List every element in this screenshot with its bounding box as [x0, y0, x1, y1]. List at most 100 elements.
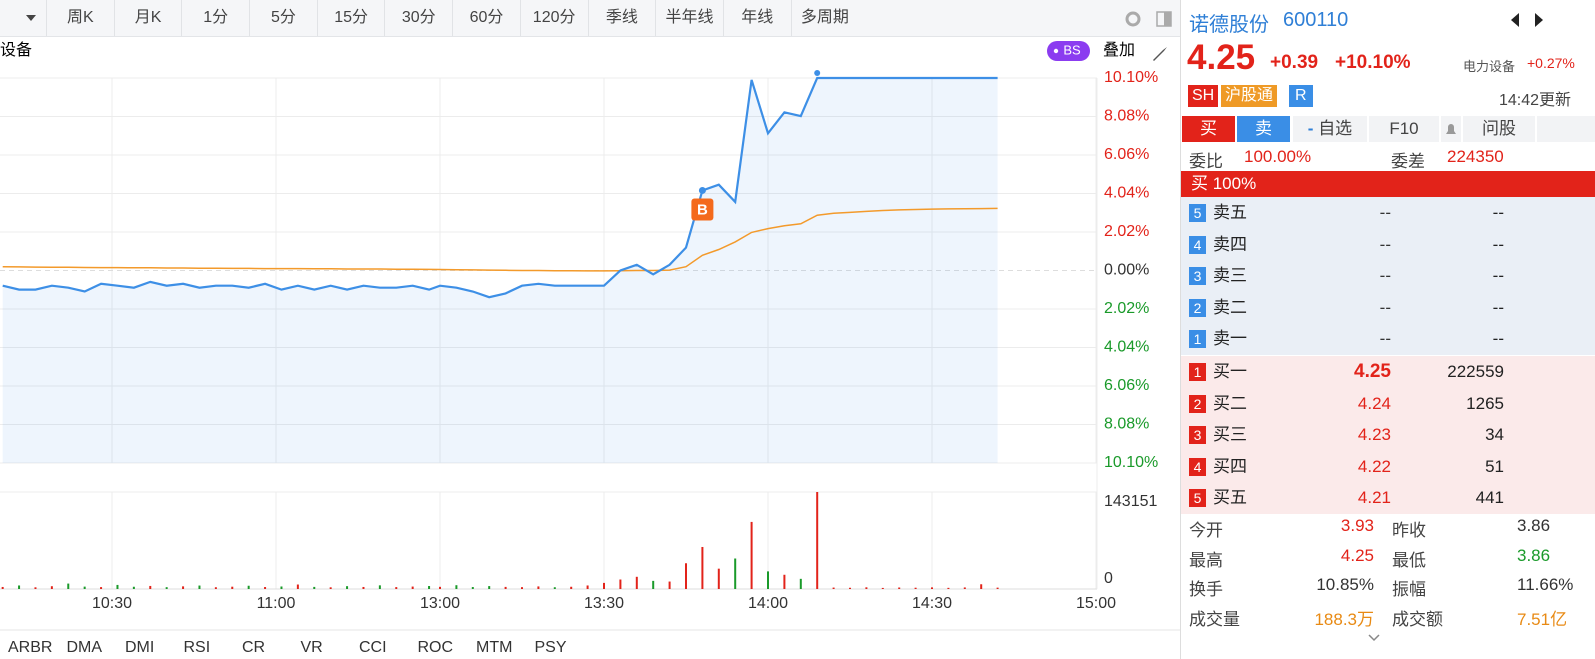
bs-dot: [1053, 48, 1059, 54]
indicator-tab[interactable]: ROC: [418, 639, 454, 656]
stat-value: 10.85%: [1316, 575, 1374, 594]
alert-button[interactable]: [1441, 116, 1461, 142]
level-volume: --: [1492, 329, 1504, 349]
watch-button[interactable]: - 自选: [1293, 116, 1367, 142]
level-label: 买五: [1213, 488, 1247, 508]
y-tick-label: 2.02%: [1104, 300, 1149, 317]
volume-bar: [603, 582, 605, 589]
tab[interactable]: 周K: [46, 0, 114, 36]
volume-bar: [914, 587, 917, 589]
tab[interactable]: 1分: [181, 0, 249, 36]
volume-bar: [231, 586, 234, 589]
price: 4.25: [1187, 38, 1256, 77]
ratio-bar: 买 100%: [1181, 171, 1595, 197]
level-label: 卖一: [1213, 329, 1247, 349]
indicator-tab[interactable]: RSI: [184, 639, 211, 656]
f10-button[interactable]: F10: [1369, 116, 1439, 142]
volume-bar: [1, 586, 4, 589]
ask-row: 5 卖五 -- --: [1181, 197, 1595, 229]
more-button[interactable]: [1537, 116, 1595, 142]
indicator-tab[interactable]: DMA: [67, 639, 103, 656]
bs-badge-text: BS: [1063, 42, 1081, 57]
settings-icons: [1125, 11, 1172, 27]
trade-point: [698, 186, 706, 194]
level-price: --: [1379, 234, 1391, 254]
stat-value: 3.86: [1517, 545, 1551, 565]
tab[interactable]: 120分: [519, 0, 588, 36]
stat-label: 最低: [1392, 550, 1426, 570]
tag: 沪股通: [1221, 85, 1278, 107]
tab[interactable]: 多周期: [790, 0, 859, 36]
dropdown-icon: [26, 15, 36, 21]
level-price: 4.25: [1354, 361, 1391, 382]
volume-bar: [313, 586, 316, 589]
tab[interactable]: 季线: [587, 0, 656, 36]
indicator-tab[interactable]: CCI: [359, 639, 387, 656]
bs-badge[interactable]: [1047, 41, 1090, 61]
volume-bar: [346, 586, 349, 589]
price-area: [2, 78, 998, 463]
indicator-tab[interactable]: VR: [301, 639, 323, 656]
level-volume: --: [1492, 266, 1504, 286]
brush-icon[interactable]: [1153, 47, 1167, 61]
dropdown[interactable]: [0, 0, 46, 36]
stat-label: 成交量: [1189, 609, 1240, 629]
ask-button[interactable]: 问股: [1463, 116, 1535, 142]
tab[interactable]: 年线: [722, 0, 791, 36]
bid-row: 2 买二 4.24 1265: [1181, 387, 1595, 420]
tab[interactable]: 半年线: [655, 0, 723, 36]
bid-row: 1 买一 4.25 222559: [1181, 356, 1595, 388]
level-volume: 34: [1485, 425, 1504, 445]
y-tick-label: 0.00%: [1104, 262, 1149, 279]
volume-bar: [100, 587, 103, 589]
volume-bar: [799, 578, 802, 589]
tab[interactable]: 60分: [452, 0, 520, 36]
tab[interactable]: 15分: [316, 0, 385, 36]
indicator-tab[interactable]: ARBR: [8, 639, 52, 656]
sell-button[interactable]: 卖: [1237, 116, 1290, 142]
volume-bar: [132, 586, 135, 589]
volume-bar: [455, 585, 458, 589]
nav-arrows[interactable]: [1509, 10, 1549, 30]
level-price: --: [1379, 266, 1391, 286]
level-label: 买四: [1213, 456, 1247, 476]
rank-badge: 3: [1189, 426, 1206, 445]
indicator-tab[interactable]: MTM: [476, 639, 512, 656]
y-tick-label: 4.04%: [1104, 185, 1149, 202]
stat-value: 7.51亿: [1517, 609, 1568, 629]
volume-bar: [685, 563, 687, 589]
indicator-tab[interactable]: PSY: [535, 639, 567, 656]
volume-bar: [411, 586, 414, 589]
volume-bar: [50, 586, 53, 589]
sector-label: 设备: [0, 41, 32, 59]
rank-badge: 4: [1189, 235, 1206, 254]
buy-button[interactable]: 买: [1182, 116, 1235, 142]
volume-bar: [280, 586, 283, 589]
volume-bar: [816, 492, 819, 589]
overlay-button[interactable]: 叠加: [1103, 41, 1135, 59]
volume-bar: [537, 586, 540, 589]
sector[interactable]: 电力设备: [1463, 59, 1516, 74]
y-tick-label: 10.10%: [1104, 69, 1158, 86]
volume-tick-label: 143151: [1104, 493, 1157, 510]
level-label: 买二: [1213, 393, 1247, 413]
tab[interactable]: 月K: [113, 0, 182, 36]
volume-bar: [701, 546, 704, 589]
diff: 224350: [1447, 147, 1504, 166]
expand-icon[interactable]: [1367, 632, 1381, 644]
stat-value: 4.25: [1340, 545, 1374, 565]
volume-bar: [767, 571, 769, 589]
level-volume: --: [1492, 297, 1504, 317]
tab[interactable]: 5分: [249, 0, 317, 36]
tab[interactable]: 30分: [384, 0, 452, 36]
x-tick-label: 15:00: [1076, 595, 1116, 612]
volume-bar: [83, 586, 86, 589]
bid-row: 5 买五 4.21 441: [1181, 482, 1595, 514]
volume-bar: [395, 587, 398, 589]
volume-bar: [34, 587, 37, 589]
tag: R: [1289, 85, 1313, 107]
volume-bar: [296, 584, 299, 589]
volume-bar: [996, 587, 999, 589]
indicator-tab[interactable]: DMI: [125, 639, 154, 656]
indicator-tab[interactable]: CR: [242, 639, 265, 656]
